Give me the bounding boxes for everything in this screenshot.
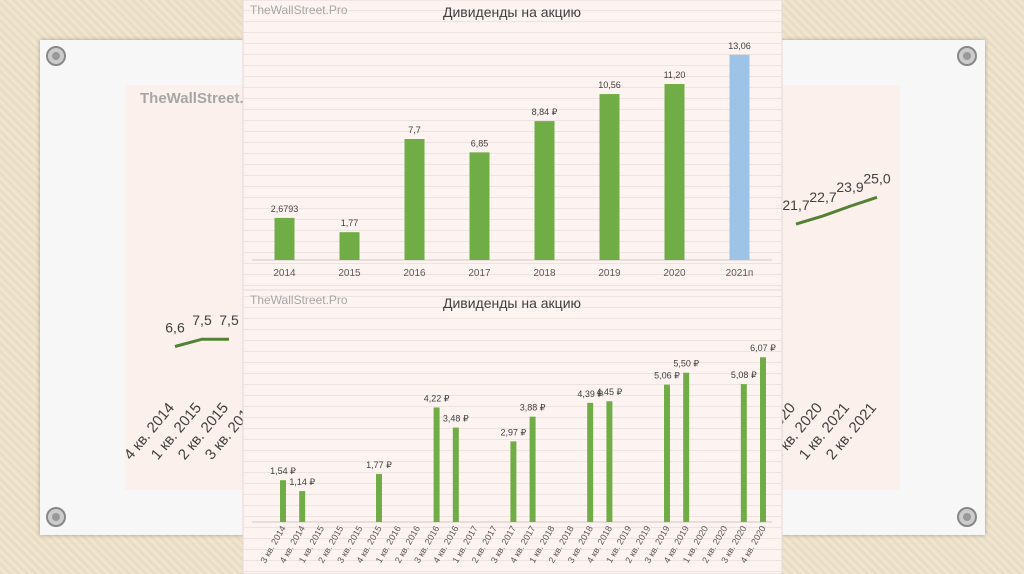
bar: [599, 94, 620, 260]
value-label: 4,39 ₽: [577, 389, 603, 399]
bar: [683, 372, 690, 522]
x-tick-label: 2020: [663, 268, 686, 279]
value-label: 6,07 ₽: [750, 343, 776, 353]
x-tick-label: 2017: [468, 268, 491, 279]
value-label: 3,48 ₽: [443, 414, 469, 424]
value-label: 4,45 ₽: [597, 387, 623, 397]
watermark: TheWallStreet.Pro: [250, 293, 348, 307]
value-label: 13,06: [728, 41, 751, 51]
value-label: 1,54 ₽: [270, 466, 296, 476]
card-1: [242, 0, 783, 291]
bar: [729, 54, 750, 261]
value-label: 7,5: [192, 312, 212, 328]
value-label: 6,85: [471, 138, 489, 148]
chart-title: Дивиденды на акцию: [443, 295, 581, 311]
value-label: 1,77 ₽: [366, 460, 392, 470]
value-label: 2,6793: [271, 204, 299, 214]
bar: [404, 139, 425, 260]
bar: [469, 152, 490, 260]
bar: [587, 402, 594, 522]
value-label: 8,84 ₽: [532, 107, 558, 117]
bar: [339, 232, 360, 260]
x-tick-label: 2019: [598, 268, 621, 279]
value-label: 5,06 ₽: [654, 371, 680, 381]
value-label: 25,0: [863, 170, 890, 186]
value-label: 23,9: [836, 179, 863, 195]
x-tick-label: 2021п: [726, 268, 754, 279]
value-label: 1,14 ₽: [289, 477, 315, 487]
bg-card-right: [775, 85, 900, 490]
watermark: TheWallStreet.: [140, 90, 244, 107]
value-label: 2,97 ₽: [501, 427, 527, 437]
value-label: 6,6: [165, 319, 185, 335]
bar: [510, 441, 517, 522]
x-tick-label: 2015: [338, 268, 361, 279]
screws: [46, 46, 977, 527]
bar: [534, 121, 555, 260]
bar: [740, 384, 747, 522]
value-label: 4,22 ₽: [424, 393, 450, 403]
bar: [664, 84, 685, 260]
watermark: TheWallStreet.Pro: [250, 3, 348, 17]
value-label: 1,77: [341, 218, 359, 228]
value-label: 22,7: [809, 189, 836, 205]
value-label: 5,50 ₽: [673, 359, 699, 369]
x-tick-label: 2018: [533, 268, 556, 279]
bar: [606, 401, 613, 522]
bar: [529, 416, 536, 522]
value-label: 21,7: [782, 197, 809, 213]
card-2: [242, 289, 783, 574]
chart-title: Дивиденды на акцию: [443, 4, 581, 20]
bar: [280, 480, 286, 522]
value-label: 7,7: [408, 125, 421, 135]
chart-1: TheWallStreet.Pro Дивиденды на акцию 2014 2…: [250, 3, 772, 279]
bar: [760, 357, 766, 522]
bar: [452, 427, 459, 522]
bar: [664, 384, 670, 522]
bar: [299, 491, 306, 522]
value-label: 7,5: [219, 312, 239, 328]
value-label: 5,08 ₽: [731, 370, 757, 380]
bar: [376, 473, 382, 522]
bar: [433, 407, 440, 522]
value-label: 3,88 ₽: [520, 403, 546, 413]
value-label: 11,20: [664, 70, 686, 80]
bg-card-left: [125, 85, 250, 490]
x-tick-label: 2014: [273, 268, 296, 279]
x-tick-label: 2016: [403, 268, 426, 279]
value-label: 10,56: [598, 80, 621, 90]
line: [174, 195, 878, 348]
bar: [274, 217, 295, 260]
